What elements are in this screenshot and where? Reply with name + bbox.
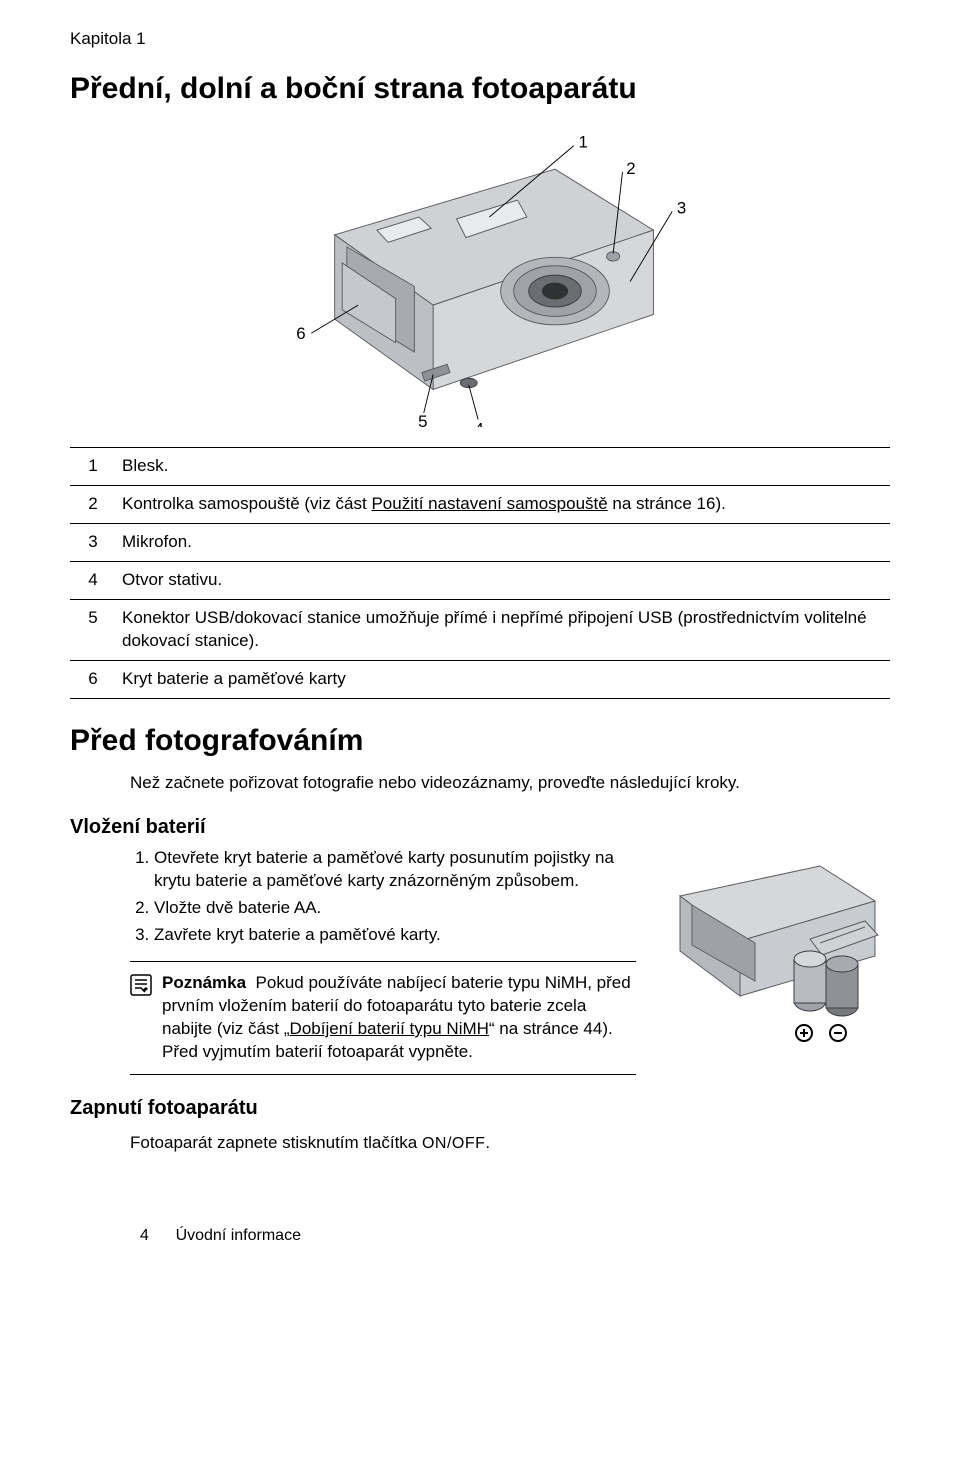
diagram-callout-4: 4: [474, 420, 483, 427]
steps-list: Otevřete kryt baterie a paměťové karty p…: [70, 847, 636, 947]
page-title: Přední, dolní a boční strana fotoaparátu: [70, 69, 890, 110]
table-row: 6Kryt baterie a paměťové karty: [70, 661, 890, 699]
chapter-label: Kapitola 1: [70, 28, 890, 51]
page-footer: 4 Úvodní informace: [140, 1225, 960, 1247]
xref-link[interactable]: Dobíjení baterií typu NiMH: [290, 1019, 489, 1038]
diagram-callout-1: 1: [578, 133, 587, 152]
battery-illustration: [660, 847, 890, 1058]
table-row: 2 Kontrolka samospouště (viz část Použit…: [70, 486, 890, 524]
diagram-callout-3: 3: [677, 199, 686, 218]
onoff-label: ON/OFF: [422, 1135, 485, 1152]
list-item: Zavřete kryt baterie a paměťové karty.: [154, 924, 636, 947]
subsection-heading: Vložení baterií: [70, 814, 890, 841]
section-heading: Před fotografováním: [70, 721, 890, 762]
table-row: 3Mikrofon.: [70, 524, 890, 562]
parts-table: 1Blesk. 2 Kontrolka samospouště (viz čás…: [70, 447, 890, 699]
diagram-callout-5: 5: [418, 412, 427, 427]
note-label: Poznámka: [162, 973, 246, 992]
xref-link[interactable]: Použití nastavení samospouště: [371, 494, 607, 513]
diagram-callout-6: 6: [296, 324, 305, 343]
note-box: Poznámka Pokud používáte nabíjecí bateri…: [130, 961, 636, 1075]
note-icon: [130, 974, 152, 1064]
subsection-heading: Zapnutí fotoaparátu: [70, 1095, 890, 1122]
table-row: 5Konektor USB/dokovací stanice umožňuje …: [70, 600, 890, 661]
camera-diagram: 1 2 3 4 5 6: [70, 127, 890, 427]
section-intro: Než začnete pořizovat fotografie nebo vi…: [130, 772, 890, 795]
list-item: Vložte dvě baterie AA.: [154, 897, 636, 920]
list-item: Otevřete kryt baterie a paměťové karty p…: [154, 847, 636, 893]
table-row: 4Otvor stativu.: [70, 562, 890, 600]
diagram-callout-2: 2: [626, 159, 635, 178]
paragraph: Fotoaparát zapnete stisknutím tlačítka O…: [130, 1132, 890, 1155]
table-row: 1Blesk.: [70, 448, 890, 486]
